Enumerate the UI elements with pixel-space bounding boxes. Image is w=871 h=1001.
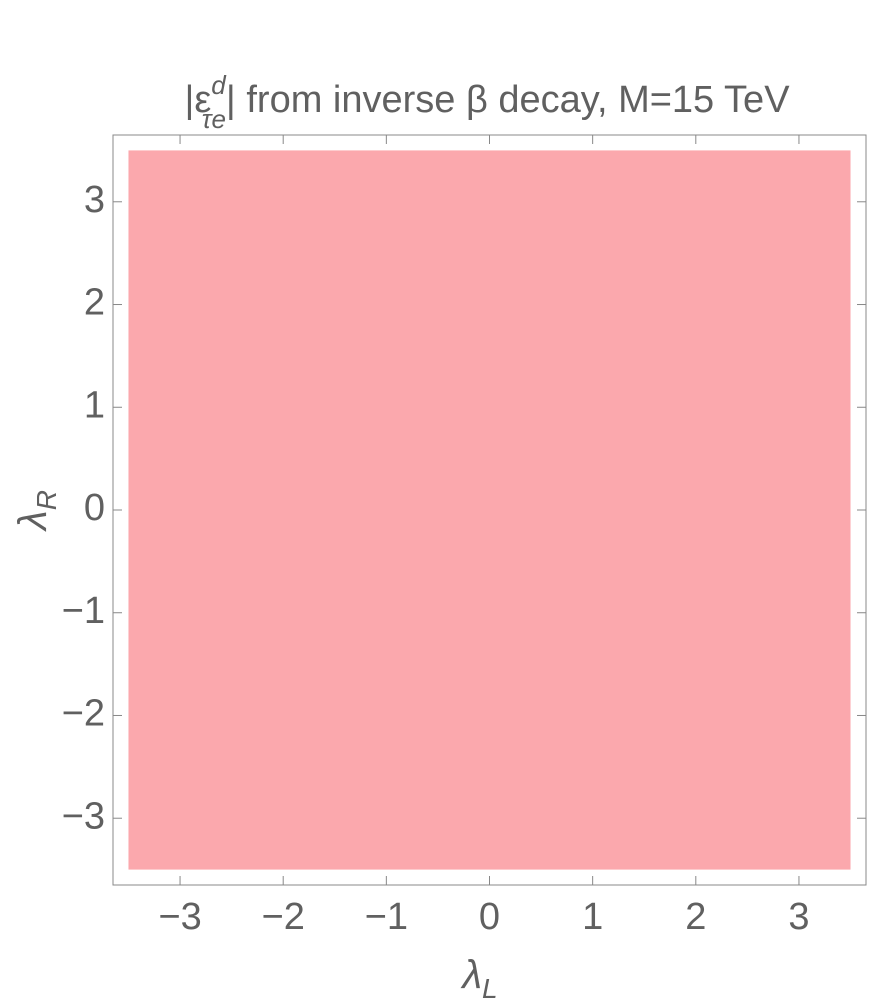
y-tick-label: −1 [62, 590, 105, 632]
y-tick-label: −3 [62, 795, 105, 837]
y-tick-label: 0 [84, 487, 105, 529]
title-suffix: | from inverse β decay, M=15 TeV [226, 79, 790, 121]
chart-title: |εd τe| from inverse β decay, M=15 TeV [184, 70, 790, 134]
x-tick-label: 3 [788, 896, 809, 938]
x-label-subscript: L [482, 973, 498, 1001]
x-tick-label: −1 [365, 896, 408, 938]
y-axis-label: λR [11, 490, 62, 532]
y-tick-label: 2 [84, 282, 105, 324]
x-axis-label: λL [460, 953, 497, 1001]
y-label-symbol: λ [11, 510, 55, 532]
y-label-subscript: R [31, 490, 62, 510]
title-subscript: τe [202, 104, 226, 134]
title-main: |ε [184, 79, 211, 121]
y-tick-label: 3 [84, 179, 105, 221]
x-tick-label: 2 [685, 896, 706, 938]
x-tick-label: 0 [479, 896, 500, 938]
x-tick-label: −3 [158, 896, 201, 938]
title-superscript: d [211, 70, 227, 100]
x-label-symbol: λ [460, 953, 482, 997]
x-tick-label: −2 [262, 896, 305, 938]
region [128, 150, 851, 870]
y-tick-label: 1 [84, 384, 105, 426]
y-tick-label: −2 [62, 693, 105, 735]
x-tick-label: 1 [582, 896, 603, 938]
